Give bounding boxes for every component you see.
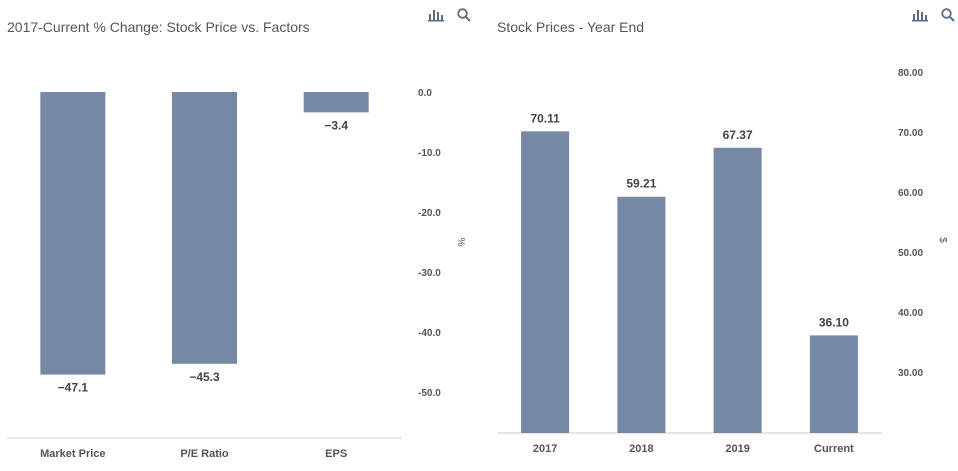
y-tick-label: 30.00 [898, 368, 923, 379]
stock-prices-chart: 80.00 70.00 60.00 50.00 40.00 30.00 $70.11 2017… [497, 68, 948, 455]
y-tick-label: -10.0 [418, 148, 441, 159]
y-tick-label: 80.00 [898, 68, 923, 79]
bar-chart-icon[interactable] [427, 6, 445, 24]
data-label: 67.37 [723, 128, 753, 142]
data-label: 36.10 [819, 315, 849, 329]
chart-panel-pct-change: 2017-Current % Change: Stock Price vs. F… [0, 0, 478, 471]
x-tick-label: EPS [325, 448, 347, 460]
data-label: 59.21 [626, 177, 656, 191]
bar-chart-icon[interactable] [911, 6, 929, 24]
data-label: −3.4 [324, 118, 348, 132]
x-tick-label: Market Price [40, 448, 105, 460]
bar [713, 147, 762, 433]
data-label: 70.11 [530, 111, 560, 125]
chart-toolbar [911, 6, 957, 24]
y-axis-label: $ [937, 237, 948, 243]
chart-toolbar [427, 6, 473, 24]
x-tick-label: P/E Ratio [180, 448, 229, 460]
y-tick-label: 0.0 [418, 88, 432, 99]
data-label: −45.3 [189, 370, 220, 384]
x-tick-label: Current [814, 443, 854, 455]
search-icon[interactable] [455, 6, 473, 24]
bar [40, 92, 106, 375]
y-tick-label: -20.0 [418, 208, 441, 219]
x-tick-label: 2019 [725, 443, 749, 455]
y-tick-label: 50.00 [898, 248, 923, 259]
x-tick-label: 2017 [533, 443, 557, 455]
x-tick-label: 2018 [629, 443, 653, 455]
bar [809, 335, 858, 433]
bar [172, 92, 237, 364]
y-tick-label: 40.00 [898, 308, 923, 319]
y-tick-label: -30.0 [418, 268, 441, 279]
bar [617, 196, 666, 433]
bar [303, 92, 369, 113]
chart-panel-stock-prices: Stock Prices - Year End 80.00 70.00 60.00 5… [490, 0, 958, 471]
y-tick-label: 60.00 [898, 188, 923, 199]
chart-title: 2017-Current % Change: Stock Price vs. F… [7, 19, 310, 35]
data-label: −47.1 [58, 381, 89, 395]
chart-title: Stock Prices - Year End [497, 19, 645, 35]
bar [521, 131, 570, 433]
pct-change-chart: 0.0 -10.0 -20.0 -30.0 -40.0 -50.0% −47.1 Market… [7, 88, 466, 460]
search-icon[interactable] [939, 6, 957, 24]
y-axis-label: % [455, 238, 466, 247]
y-tick-label: -50.0 [418, 388, 441, 399]
y-tick-label: -40.0 [418, 328, 441, 339]
y-tick-label: 70.00 [898, 128, 923, 139]
